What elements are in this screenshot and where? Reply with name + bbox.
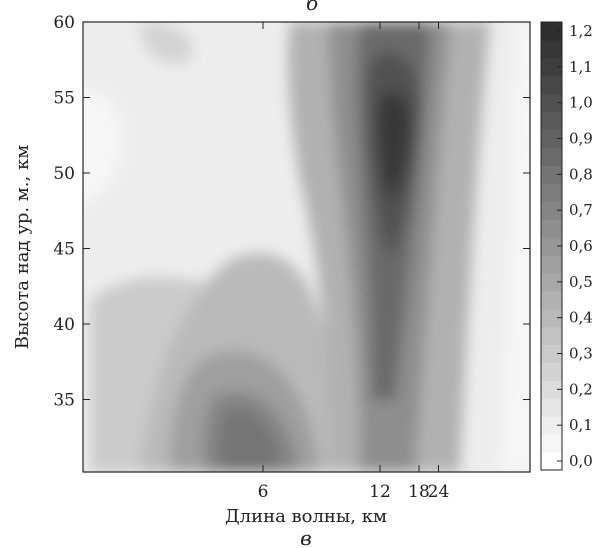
colorbar-band bbox=[541, 183, 562, 202]
colorbar-tick-label: 0,5 bbox=[569, 273, 593, 291]
colorbar-band bbox=[541, 362, 562, 381]
colorbar-band bbox=[541, 129, 562, 148]
colorbar-band bbox=[541, 344, 562, 363]
x-tick-label: 18 bbox=[408, 482, 430, 502]
colorbar-band bbox=[541, 308, 562, 328]
colorbar-tick-label: 0,2 bbox=[569, 380, 593, 398]
y-tick-label: 50 bbox=[53, 164, 75, 184]
colorbar-tick-label: 1,0 bbox=[569, 94, 593, 112]
colorbar-band bbox=[541, 57, 562, 77]
panel-label-bottom: в bbox=[300, 526, 312, 548]
colorbar-tick-label: 1,1 bbox=[569, 58, 593, 76]
colorbar-band bbox=[541, 201, 562, 220]
colorbar-band bbox=[541, 75, 562, 95]
colorbar-band bbox=[541, 254, 562, 274]
colorbar-tick-label: 0,8 bbox=[569, 165, 593, 183]
colorbar-tick-label: 0,3 bbox=[569, 345, 593, 363]
colorbar-band bbox=[541, 398, 562, 417]
colorbar-tick-label: 0,6 bbox=[569, 237, 593, 255]
colorbar-tick-label: 0,4 bbox=[569, 309, 593, 327]
heatmap-level-region bbox=[219, 408, 282, 472]
colorbar-band bbox=[541, 290, 562, 310]
heatmap-field bbox=[83, 22, 530, 472]
colorbar-tick-label: 0,9 bbox=[569, 129, 593, 147]
y-tick-label: 35 bbox=[53, 391, 75, 411]
colorbar-tick-label: 0,0 bbox=[569, 452, 593, 470]
colorbar-band bbox=[541, 416, 562, 435]
y-axis-ticks: 35 40 45 50 55 60 bbox=[53, 13, 530, 411]
y-tick-label: 40 bbox=[53, 315, 75, 335]
colorbar-tick-label: 1,2 bbox=[569, 22, 593, 40]
colorbar-band bbox=[541, 93, 562, 113]
colorbar-band bbox=[541, 39, 562, 59]
x-tick-label: 6 bbox=[258, 482, 269, 502]
panel-label-top: б bbox=[306, 0, 319, 15]
heatmap-level-region bbox=[83, 88, 123, 204]
heatmap-level-region bbox=[500, 22, 530, 472]
colorbar-band bbox=[541, 165, 562, 184]
heatmap-level-region bbox=[140, 22, 193, 64]
y-axis-label: Высота над ур. м., км bbox=[12, 145, 33, 349]
y-tick-label: 45 bbox=[53, 240, 75, 260]
colorbar-band bbox=[541, 147, 562, 166]
colorbar: 0,0 0,1 0,2 0,3 0,4 0,5 0,6 0,7 0,8 0,9 1,0 1,1 1,2 bbox=[540, 21, 593, 471]
colorbar-band bbox=[541, 219, 562, 238]
colorbar-band bbox=[541, 452, 562, 471]
colorbar-band bbox=[541, 434, 562, 453]
colorbar-band bbox=[541, 22, 562, 41]
colorbar-band bbox=[541, 111, 562, 131]
colorbar-band bbox=[541, 326, 562, 346]
heatmap-layers bbox=[83, 22, 530, 472]
plot-frame bbox=[82, 21, 531, 473]
colorbar-band bbox=[541, 237, 562, 256]
y-tick-label: 55 bbox=[53, 89, 75, 109]
x-tick-label: 12 bbox=[369, 482, 391, 502]
y-tick-label: 60 bbox=[53, 13, 75, 33]
colorbar-band bbox=[541, 272, 562, 292]
colorbar-tick-label: 0,1 bbox=[569, 416, 593, 434]
colorbar-tick-label: 0,7 bbox=[569, 201, 593, 219]
x-tick-label: 24 bbox=[428, 482, 450, 502]
heatmap-level-region bbox=[378, 91, 411, 200]
colorbar-band bbox=[541, 380, 562, 399]
x-axis-label: Длина волны, км bbox=[225, 506, 387, 527]
